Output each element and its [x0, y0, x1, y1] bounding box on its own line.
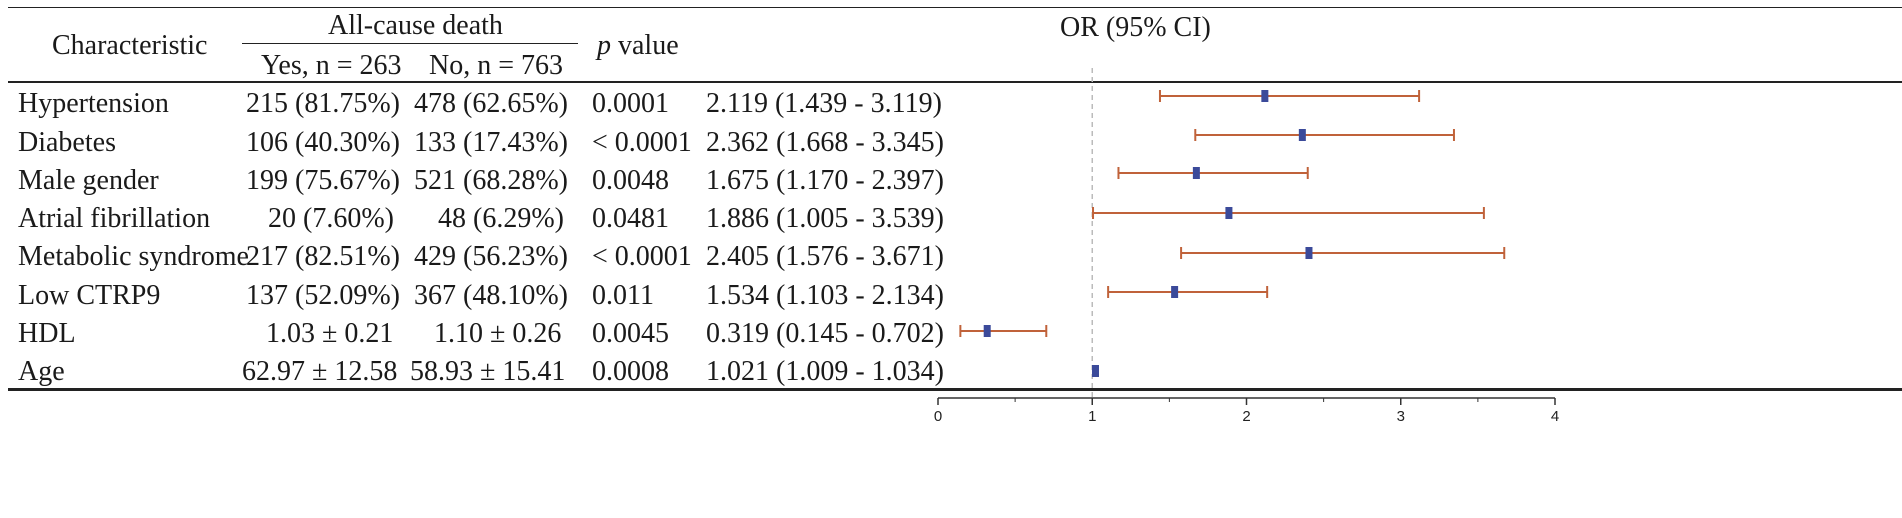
header-yes: Yes, n = 263 — [261, 50, 402, 81]
row-p: 0.0045 — [592, 318, 669, 349]
row-or: 1.021 (1.009 - 1.034) — [706, 356, 944, 387]
group-underline — [242, 43, 578, 44]
point-estimate — [1225, 207, 1233, 219]
point-estimate — [1261, 90, 1269, 102]
point-estimate — [1192, 167, 1200, 179]
row-no: 133 (17.43%) — [414, 127, 568, 158]
row-p: < 0.0001 — [592, 241, 692, 272]
row-no: 48 (6.29%) — [438, 203, 564, 234]
row-yes: 199 (75.67%) — [246, 165, 400, 196]
point-estimate — [1305, 247, 1313, 259]
header-p-value: p value — [597, 30, 679, 62]
row-p: 0.0001 — [592, 88, 669, 119]
table-bottom-rule — [8, 388, 1902, 391]
row-label: Low CTRP9 — [18, 280, 161, 311]
row-or: 2.119 (1.439 - 3.119) — [706, 88, 942, 119]
header-characteristic: Characteristic — [52, 30, 208, 61]
row-no: 1.10 ± 0.26 — [434, 318, 562, 349]
row-no: 478 (62.65%) — [414, 88, 568, 119]
header-bottom-rule — [8, 81, 1902, 83]
row-or: 0.319 (0.145 - 0.702) — [706, 318, 944, 349]
x-axis-tick-label: 1 — [1088, 408, 1096, 425]
row-or: 1.675 (1.170 - 2.397) — [706, 165, 944, 196]
row-yes: 62.97 ± 12.58 — [242, 356, 398, 387]
row-yes: 217 (82.51%) — [246, 241, 400, 272]
row-yes: 137 (52.09%) — [246, 280, 400, 311]
row-label: Atrial fibrillation — [18, 203, 211, 234]
row-p: < 0.0001 — [592, 127, 692, 158]
point-estimate — [983, 325, 991, 337]
row-label: HDL — [18, 318, 76, 349]
row-p: 0.0048 — [592, 165, 669, 196]
point-estimate — [1091, 365, 1099, 377]
row-or: 2.405 (1.576 - 3.671) — [706, 241, 944, 272]
row-label: Hypertension — [18, 88, 169, 119]
row-no: 58.93 ± 15.41 — [410, 356, 566, 387]
row-p: 0.0008 — [592, 356, 669, 387]
x-axis-tick-label: 4 — [1551, 408, 1559, 425]
header-no: No, n = 763 — [429, 50, 564, 81]
header-p-italic: p — [597, 30, 611, 61]
row-label: Metabolic syndrome — [18, 241, 249, 272]
row-p: 0.011 — [592, 280, 654, 311]
header-p-rest: value — [611, 30, 679, 61]
row-no: 521 (68.28%) — [414, 165, 568, 196]
x-axis-tick-label: 3 — [1397, 408, 1405, 425]
row-yes: 1.03 ± 0.21 — [266, 318, 394, 349]
row-label: Male gender — [18, 165, 159, 196]
row-label: Age — [18, 356, 65, 387]
row-or: 2.362 (1.668 - 3.345) — [706, 127, 944, 158]
top-rule — [8, 7, 1902, 8]
row-no: 367 (48.10%) — [414, 280, 568, 311]
row-yes: 215 (81.75%) — [246, 88, 400, 119]
point-estimate — [1298, 129, 1306, 141]
row-p: 0.0481 — [592, 203, 669, 234]
row-or: 1.886 (1.005 - 3.539) — [706, 203, 944, 234]
row-no: 429 (56.23%) — [414, 241, 568, 272]
row-label: Diabetes — [18, 127, 116, 158]
x-axis-tick-label: 0 — [934, 408, 942, 425]
row-or: 1.534 (1.103 - 2.134) — [706, 280, 944, 311]
point-estimate — [1171, 286, 1179, 298]
row-yes: 106 (40.30%) — [246, 127, 400, 158]
row-yes: 20 (7.60%) — [268, 203, 394, 234]
x-axis-tick-label: 2 — [1242, 408, 1250, 425]
header-or-ci: OR (95% CI) — [1060, 12, 1211, 43]
header-all-cause-death: All-cause death — [328, 10, 503, 41]
